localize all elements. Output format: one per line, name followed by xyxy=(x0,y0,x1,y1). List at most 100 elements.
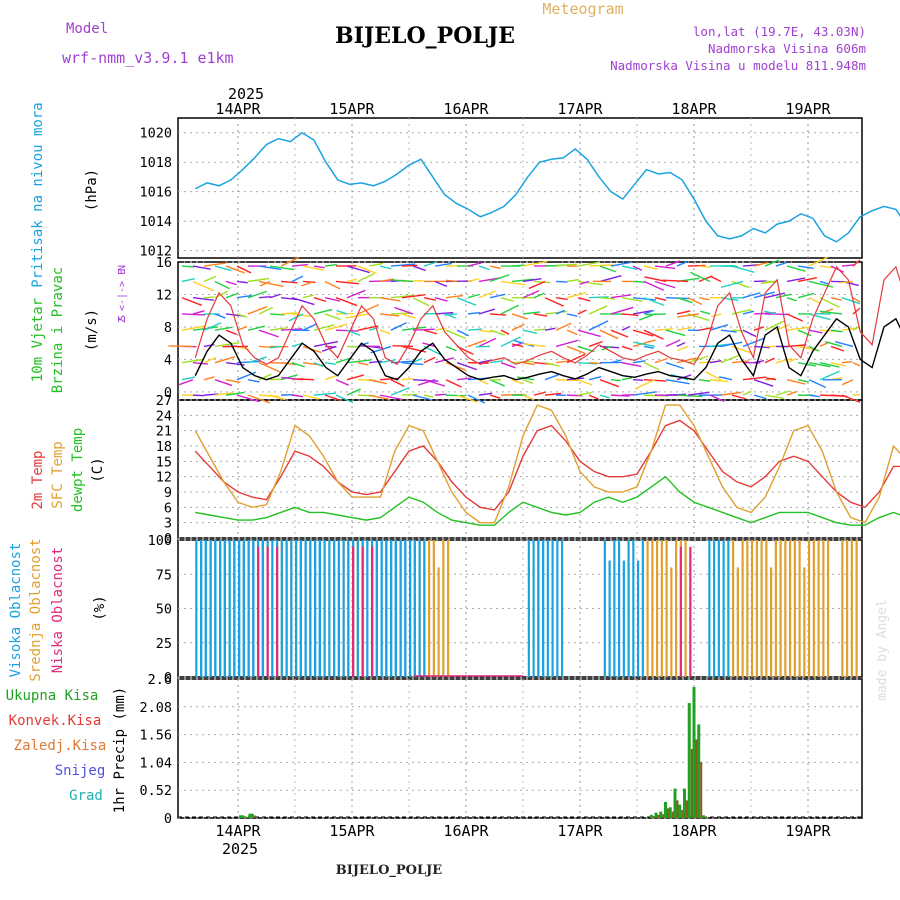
precip-conv-bar xyxy=(657,814,660,818)
wind-arrow xyxy=(500,336,521,348)
cloud-side-label-3: Niska Oblacnost xyxy=(50,547,66,673)
wind-arrow xyxy=(797,329,812,337)
wind-arrow xyxy=(390,294,414,299)
wind-arrow xyxy=(269,313,285,316)
altitude-text: Nadmorska Visina 606m xyxy=(708,41,866,56)
cloud-mid-bar xyxy=(808,540,811,677)
wind-arrow xyxy=(236,394,260,403)
wind-arrow xyxy=(632,391,657,396)
cloud-low-bar xyxy=(352,546,355,677)
wind-arrow xyxy=(533,391,546,396)
wind-arrow xyxy=(357,265,377,275)
wind-arrow xyxy=(764,320,785,331)
wind-arrow xyxy=(742,337,765,348)
wind-arrow xyxy=(489,379,505,387)
cloud-mid-bar xyxy=(827,540,830,677)
cloud-mid-bar xyxy=(846,540,849,677)
wind-arrow xyxy=(720,280,744,289)
wind-arrow xyxy=(346,374,365,381)
precip-conv-bar xyxy=(246,817,249,818)
pressure-frame xyxy=(177,117,863,259)
wind-arrow xyxy=(677,313,700,318)
wind-arrow xyxy=(192,310,205,315)
cloud-high-bar xyxy=(356,540,359,677)
wind-arrow xyxy=(401,326,427,331)
watermark: made by Angel xyxy=(875,599,890,701)
wind-side-label-1: 10m Vjetar xyxy=(30,298,46,382)
wind-arrow xyxy=(632,339,656,348)
wind-arrow xyxy=(511,343,524,348)
wind-arrow xyxy=(645,313,667,316)
cloud-high-bar-thick xyxy=(399,540,402,677)
cloud-high-bar xyxy=(342,540,345,677)
wind-arrow xyxy=(280,374,298,381)
wind-arrow xyxy=(852,307,861,315)
wind-arrow xyxy=(412,265,426,272)
wind-side-label-2: Brzina i Pravac xyxy=(50,267,66,393)
cloud-mid-bar xyxy=(651,540,654,677)
wind-arrow xyxy=(335,379,349,386)
wind-arrow xyxy=(236,280,248,284)
cloud-high-bar-thick xyxy=(618,540,621,677)
wind-arrow xyxy=(500,297,514,302)
wind-arrow xyxy=(643,362,660,371)
wind-arrow xyxy=(324,323,348,331)
cloud-mid-bar xyxy=(798,540,801,677)
wind-arrow xyxy=(544,327,556,331)
cloud-high-bar xyxy=(261,540,264,677)
cloud-high-bar-thick xyxy=(200,540,203,677)
wind-arrow xyxy=(434,311,454,315)
cloud-mid-bar xyxy=(665,540,668,677)
cloud-high-bar-thick xyxy=(309,540,312,677)
wind-arrow xyxy=(720,329,737,333)
wind-ytick-label: 12 xyxy=(156,287,172,303)
wind-arrow xyxy=(709,324,729,331)
cloud-high-bar xyxy=(323,540,326,677)
wind-arrow xyxy=(731,309,752,315)
cloud-high-bar-thick xyxy=(314,540,317,677)
wind-arrow xyxy=(258,265,282,271)
wind-arrow xyxy=(500,361,516,369)
cloud-mid-bar xyxy=(746,540,749,677)
wind-arrow xyxy=(247,277,270,283)
cloud-high-bar-thick xyxy=(318,540,321,677)
wind-arrow xyxy=(632,310,652,315)
wind-arrow xyxy=(555,263,577,267)
temperature-frame xyxy=(177,399,863,539)
station-title: BIJELO_POLJE xyxy=(335,23,515,49)
temperature-ytick-label: 15 xyxy=(156,454,172,470)
wind-arrow xyxy=(555,360,570,364)
wind-arrow xyxy=(291,297,315,306)
wind-arrow xyxy=(665,260,681,267)
precip-conv-bar xyxy=(695,739,698,818)
wind-arrow xyxy=(203,262,227,267)
wind-arrow xyxy=(676,341,686,348)
wind-arrow xyxy=(632,329,654,337)
pressure-ytick-label: 1018 xyxy=(139,155,172,171)
wind-arrow xyxy=(467,278,480,283)
wind-arrow xyxy=(808,297,821,305)
wind-arrow xyxy=(709,394,725,402)
temp-side-label-1: 2m Temp xyxy=(30,450,46,509)
wind-arrow xyxy=(258,280,284,288)
wind-arrow xyxy=(621,313,639,317)
wind-arrow xyxy=(676,297,693,304)
wind-arrow xyxy=(720,297,739,302)
cloud-high-bar xyxy=(713,540,716,677)
wind-arrow xyxy=(390,387,410,396)
cloud-mid-bar xyxy=(428,540,431,677)
bottom-date-label: 16APR xyxy=(443,822,489,840)
cloud-mid-bar xyxy=(675,540,678,677)
wind-arrow xyxy=(577,329,601,338)
wind-arrow xyxy=(544,374,559,381)
precip-unit: 1hr Precip (mm) xyxy=(112,687,128,813)
wind-arrow xyxy=(577,280,604,286)
wind-arrow xyxy=(456,329,470,337)
cloud-mid-bar xyxy=(670,567,673,677)
wind-arrow xyxy=(764,259,780,267)
wind-arrow xyxy=(742,292,761,299)
wind-arrow xyxy=(786,277,806,283)
wind-arrow xyxy=(291,394,304,398)
cloud-mid-bar xyxy=(432,540,435,677)
wind-arrow xyxy=(731,265,755,273)
